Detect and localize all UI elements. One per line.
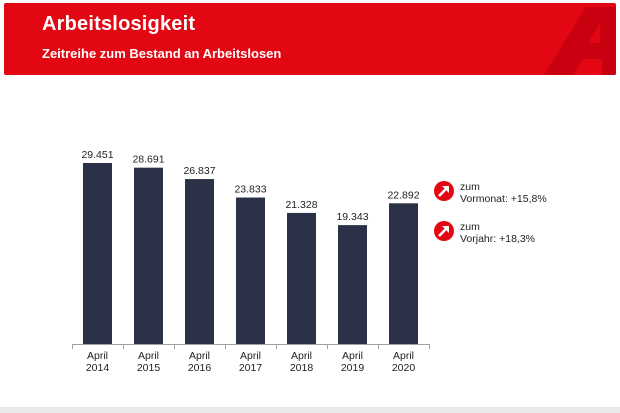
indicator-vormonat: zum Vormonat: +15,8% [434,181,547,205]
x-tick-label: April [87,350,108,362]
agency-logo-icon [544,7,616,75]
data-label: 23.833 [234,184,266,196]
x-tick-label: 2017 [239,362,263,374]
x-tick-label: 2019 [341,362,365,374]
x-tick-label: April [189,350,210,362]
arrow-up-right-icon [434,181,454,201]
footer-divider [0,407,620,413]
x-tick-label: 2020 [392,362,416,374]
x-tick-label: 2014 [86,362,110,374]
x-tick-label: 2016 [188,362,212,374]
bar-2018 [287,212,316,344]
bar-2019 [338,225,367,344]
x-tick-label: April [138,350,159,362]
data-label: 19.343 [336,211,368,223]
data-label: 22.892 [387,189,419,201]
x-tick-label: 2018 [290,362,314,374]
x-tick-label: April [342,350,363,362]
data-label: 21.328 [285,199,317,211]
x-tick-label: April [291,350,312,362]
data-label: 26.837 [183,165,215,177]
x-tick-label: 2015 [137,362,161,374]
indicator-label: zum [460,221,480,233]
x-tick-label: April [393,350,414,362]
indicator-vorjahr: zum Vorjahr: +18,3% [434,221,535,245]
page-title: Arbeitslosigkeit [42,13,196,35]
bar-2014 [83,163,112,344]
indicator-value: Vormonat: +15,8% [460,193,547,205]
data-label: 29.451 [81,149,113,161]
indicator-value: Vorjahr: +18,3% [460,233,536,245]
bar-2017 [236,197,265,344]
indicator-text: zum Vormonat: +15,8% [460,181,547,205]
bar-2015 [134,167,163,344]
bar-2020 [389,203,418,344]
indicator-label: zum [460,181,480,193]
arrow-up-right-icon [434,221,454,241]
x-tick-label: April [240,350,261,362]
data-label: 28.691 [132,154,164,166]
indicator-text: zum Vorjahr: +18,3% [460,221,535,245]
header-banner: Arbeitslosigkeit Zeitreihe zum Bestand a… [4,3,616,75]
page-subtitle: Zeitreihe zum Bestand an Arbeitslosen [42,46,282,61]
bar-2016 [185,179,214,344]
